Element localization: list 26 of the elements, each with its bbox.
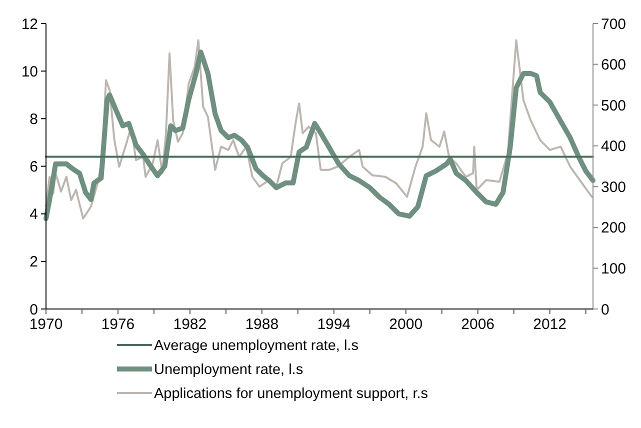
- y2-tick-label: 0: [601, 301, 610, 318]
- y2-tick-label: 700: [601, 16, 626, 33]
- legend-label: Average unemployment rate, l.s: [154, 338, 358, 354]
- x-tick-label: 1970: [29, 316, 63, 333]
- y2-tick-label: 100: [601, 260, 626, 278]
- legend-label: Applications for unemployment support, r.s: [154, 386, 428, 402]
- y2-tick-label: 200: [601, 220, 626, 237]
- y-tick-label: 2: [30, 254, 38, 271]
- y-tick-label: 0: [30, 301, 38, 318]
- x-tick-label: 2000: [389, 316, 423, 333]
- x-tick-label: 1994: [317, 316, 351, 333]
- y-tick-label: 8: [30, 110, 38, 128]
- x-tick-label: 2006: [461, 316, 495, 333]
- x-tick-label: 1976: [101, 316, 135, 333]
- x-tick-label: 2012: [533, 316, 567, 333]
- y-tick-label: 12: [21, 16, 38, 33]
- y2-tick-label: 600: [601, 56, 626, 74]
- y2-tick-label: 400: [601, 138, 626, 156]
- x-tick-label: 1982: [173, 316, 207, 333]
- y-tick-label: 4: [30, 206, 38, 224]
- y-tick-label: 6: [30, 158, 38, 176]
- y2-tick-label: 300: [601, 178, 626, 196]
- y2-tick-label: 500: [601, 97, 626, 114]
- legend-label: Unemployment rate, l.s: [154, 362, 304, 378]
- x-tick-label: 1988: [245, 316, 279, 333]
- y-tick-label: 10: [21, 63, 38, 80]
